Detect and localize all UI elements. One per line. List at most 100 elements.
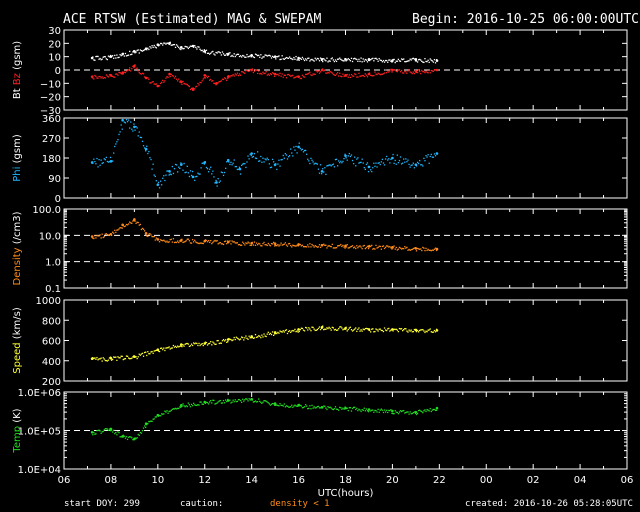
data-point: [186, 405, 188, 408]
y-tick-label: 20: [48, 39, 61, 50]
data-point: [250, 68, 253, 72]
data-point: [406, 60, 408, 63]
data-point: [254, 53, 257, 55]
data-point: [339, 406, 341, 409]
start-doy: start DOY: 299: [64, 499, 140, 509]
y-tick-label: −30: [40, 106, 61, 117]
data-point: [259, 243, 261, 245]
data-point: [250, 397, 253, 401]
data-point: [433, 153, 436, 155]
data-point: [317, 405, 320, 408]
data-point: [150, 47, 152, 49]
data-point: [147, 351, 149, 353]
data-point: [154, 239, 156, 241]
x-axis-label: UTC(hours): [318, 488, 374, 499]
data-point: [256, 151, 259, 153]
data-point: [140, 50, 143, 52]
data-point: [210, 78, 212, 81]
data-point: [253, 56, 256, 59]
data-point: [281, 244, 283, 246]
data-point: [139, 223, 142, 226]
data-point: [215, 181, 218, 184]
data-point: [286, 57, 289, 59]
data-point: [391, 246, 394, 249]
data-point: [184, 83, 186, 85]
data-point: [227, 54, 229, 56]
data-point: [435, 409, 438, 411]
data-point: [226, 79, 228, 82]
data-point: [163, 81, 165, 83]
data-point: [380, 408, 382, 410]
data-point: [372, 167, 374, 169]
data-point: [197, 172, 199, 174]
data-point: [407, 70, 409, 72]
data-point: [244, 399, 246, 401]
data-point: [203, 74, 207, 77]
data-point: [187, 238, 189, 240]
data-point: [400, 163, 403, 165]
data-point: [137, 70, 139, 72]
data-point: [221, 340, 224, 342]
data-point: [272, 334, 275, 336]
data-point: [402, 162, 404, 164]
data-point: [319, 328, 322, 331]
data-point: [98, 358, 100, 360]
data-point: [249, 153, 251, 155]
data-point: [152, 235, 154, 238]
data-point: [184, 240, 186, 243]
data-point: [332, 327, 335, 329]
data-point: [167, 241, 169, 244]
data-point: [241, 401, 243, 404]
y-axis-label-part: (km/s): [12, 307, 23, 342]
data-point: [193, 46, 195, 48]
data-point: [123, 71, 126, 73]
data-point: [367, 408, 371, 411]
data-point: [132, 51, 134, 53]
data-point: [411, 72, 413, 75]
data-point: [101, 162, 103, 165]
data-point: [248, 398, 250, 400]
data-point: [175, 164, 178, 166]
data-point: [131, 128, 133, 130]
data-point: [116, 54, 118, 56]
data-point: [107, 429, 110, 432]
data-point: [115, 356, 117, 358]
data-point: [415, 330, 418, 333]
data-point: [235, 336, 237, 338]
data-point: [347, 409, 349, 412]
data-point: [261, 402, 263, 405]
data-point: [221, 51, 224, 53]
data-point: [109, 55, 113, 58]
data-point: [272, 72, 275, 75]
data-point: [157, 181, 160, 184]
data-point: [271, 158, 274, 161]
data-point: [341, 162, 343, 164]
data-point: [250, 241, 253, 245]
data-point: [269, 245, 272, 247]
data-point: [206, 344, 209, 346]
data-point: [93, 357, 95, 360]
data-point: [212, 241, 214, 244]
data-point: [108, 428, 111, 430]
data-point: [283, 157, 285, 159]
data-point: [156, 84, 160, 88]
data-point: [370, 58, 372, 61]
data-point: [213, 342, 215, 344]
data-point: [122, 434, 124, 436]
data-point: [197, 46, 199, 48]
data-point: [211, 344, 213, 346]
x-tick-label: 22: [433, 475, 446, 486]
data-point: [266, 74, 268, 76]
data-point: [291, 246, 293, 248]
data-point: [373, 60, 375, 62]
data-point: [137, 135, 139, 137]
data-point: [294, 404, 296, 406]
data-point: [280, 75, 282, 77]
data-point: [410, 59, 412, 61]
data-point: [245, 335, 247, 337]
data-point: [291, 404, 293, 406]
data-point: [408, 329, 410, 331]
data-point: [268, 54, 271, 57]
series-phi: [90, 118, 439, 189]
data-point: [413, 72, 416, 75]
